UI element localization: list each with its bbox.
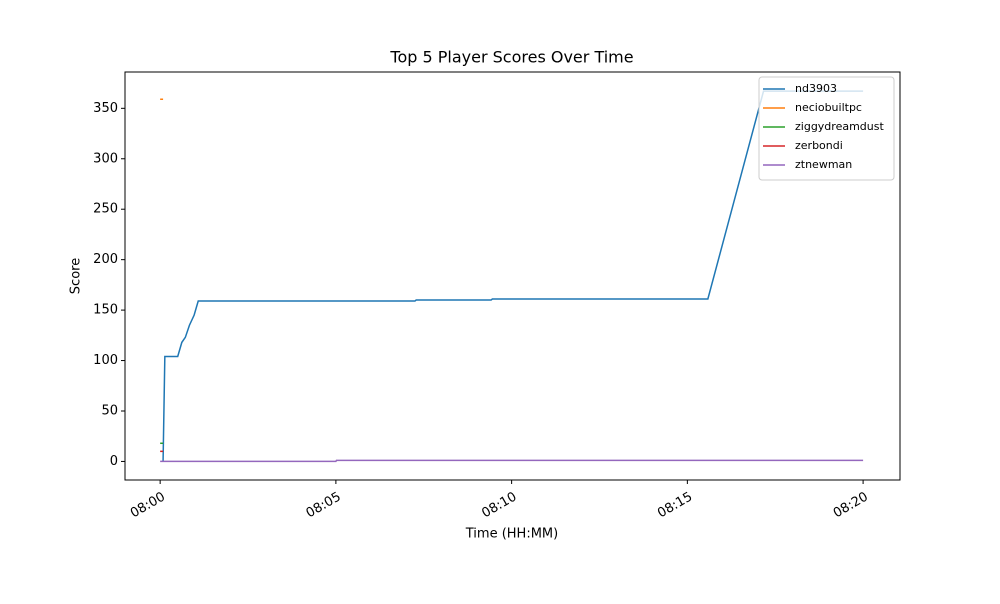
series-line xyxy=(162,90,864,462)
y-tick-label: 350 xyxy=(93,101,118,116)
plot-frame xyxy=(124,71,901,481)
x-tick-label: 08:20 xyxy=(831,490,871,522)
legend-label: neciobuiltpc xyxy=(795,101,862,114)
x-tick-label: 08:00 xyxy=(128,490,168,522)
y-tick-label: 50 xyxy=(101,403,118,418)
legend-label: zerbondi xyxy=(795,139,843,152)
y-tick-label: 200 xyxy=(93,252,118,267)
x-tick-label: 08:10 xyxy=(479,490,519,522)
x-tick-label: 08:15 xyxy=(655,490,695,522)
legend-box xyxy=(758,76,895,181)
series-line xyxy=(160,459,864,463)
x-axis-label: Time (HH:MM) xyxy=(465,527,558,542)
chart-title: Top 5 Player Scores Over Time xyxy=(389,48,633,67)
y-tick-label: 250 xyxy=(93,202,118,217)
y-axis-label: Score xyxy=(69,258,84,294)
y-tick-label: 0 xyxy=(110,454,118,469)
y-tick-label: 300 xyxy=(93,151,118,166)
legend-label: nd3903 xyxy=(795,82,837,95)
legend-label: ztnewman xyxy=(795,158,852,171)
legend-label: ziggydreamdust xyxy=(795,120,884,133)
y-tick-label: 100 xyxy=(93,353,118,368)
x-tick-label: 08:05 xyxy=(304,490,344,522)
y-tick-label: 150 xyxy=(93,303,118,318)
